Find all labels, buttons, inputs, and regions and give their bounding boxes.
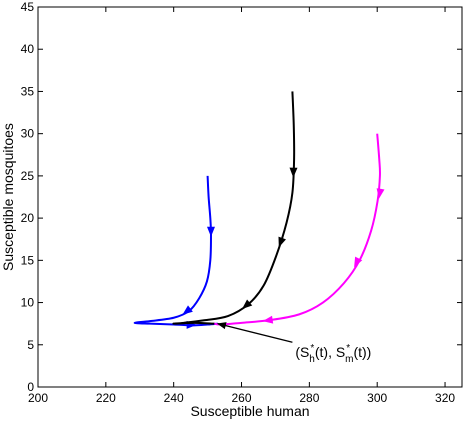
annotation-mid: (t), S [315,344,345,360]
trajectory-1 [133,175,218,327]
x-tick-label: 300 [367,391,387,405]
series-layer [133,91,385,329]
trajectory-3-direction-arrow [262,315,274,324]
y-tick-label: 40 [21,42,35,56]
trajectory-3 [214,133,381,326]
x-tick-label: 220 [96,391,116,405]
annotation-open: (S [295,344,309,360]
plot-area [37,6,463,388]
trajectory-3-direction-arrow [376,188,385,199]
trajectory-1-direction-arrow [182,305,193,315]
y-tick-label: 30 [21,127,35,141]
annotation-sup-h: * [310,343,314,354]
trajectory-2-direction-arrow [289,167,298,178]
y-tick-label: 25 [21,169,35,183]
x-tick-label: 280 [299,391,319,405]
x-tick-label: 240 [164,391,184,405]
annotation-layer: (S* h(t), S* m(t)) [216,322,371,365]
x-tick-label: 320 [435,391,455,405]
y-axis: 0 5 10 15 20 25 30 35 40 45 [21,0,462,394]
y-tick-label: 35 [21,84,35,98]
annotation-sub-h: h [309,354,315,365]
trajectory-3-direction-arrow [354,256,363,268]
annotation-sub-m: m [345,354,353,365]
trajectory-1-direction-arrow [206,226,215,237]
equilibrium-annotation: (S* h(t), S* m(t)) [295,343,371,365]
x-tick-label: 260 [232,391,252,405]
trajectory-2 [172,91,296,325]
trajectory-2-direction-arrow [278,236,286,248]
y-axis-label: Susceptible mosquitoes [0,123,16,271]
y-tick-label: 5 [27,338,34,352]
trajectory-2-direction-arrow [242,299,253,309]
annotation-close: (t)) [353,344,371,360]
y-tick-label: 10 [21,296,35,310]
x-tick-label: 200 [28,391,48,405]
y-tick-label: 20 [21,211,35,225]
annotation-sup-m: * [346,343,350,354]
annotation-arrow [216,322,293,343]
y-tick-label: 45 [21,0,35,14]
x-axis-label: Susceptible human [190,403,309,419]
y-tick-label: 0 [27,380,34,394]
y-tick-label: 15 [21,253,35,267]
x-axis: 200 220 240 260 280 300 320 [28,7,455,405]
